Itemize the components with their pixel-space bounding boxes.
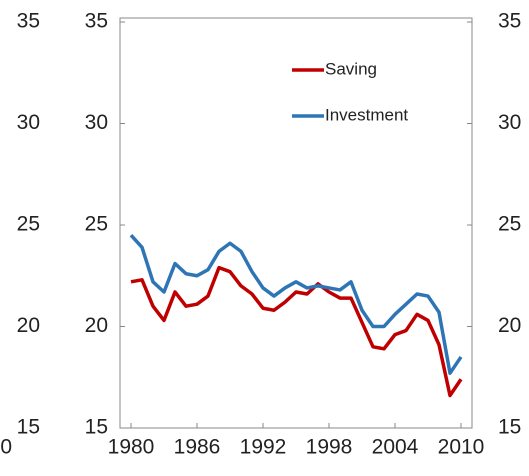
legend-label: Investment [325,105,408,124]
y2-tick-label: 35 [498,10,521,33]
fragment-y-tick-label: 15 [17,416,40,439]
y-tick-label: 20 [85,314,108,337]
plot-frame [119,17,473,429]
x-tick-label: 1998 [306,436,353,459]
fragment-y-tick-label: 30 [17,111,40,134]
y2-tick-label: 25 [498,213,521,236]
y2-tick-label: 20 [498,314,521,337]
y-tick-label: 15 [85,416,108,439]
y2-tick-label: 15 [498,416,521,439]
y-tick-label: 35 [85,10,108,33]
x-tick-label: 1992 [240,436,287,459]
y-tick-label: 30 [85,111,108,134]
x-tick-label: 2010 [438,436,485,459]
x-tick-label: 2004 [372,436,419,459]
y-tick-label: 25 [85,213,108,236]
fragment-x-tick-label: 0 [0,436,12,459]
x-tick-label: 1986 [174,436,221,459]
fragment-y-tick-label: 25 [17,213,40,236]
fragment-y-tick-label: 35 [17,10,40,33]
series-line [130,265,463,398]
fragment-y-tick-label: 20 [17,314,40,337]
y2-tick-label: 30 [498,111,521,134]
x-tick-label: 1980 [108,436,155,459]
series-line [129,233,463,375]
legend-label: Saving [325,59,377,78]
